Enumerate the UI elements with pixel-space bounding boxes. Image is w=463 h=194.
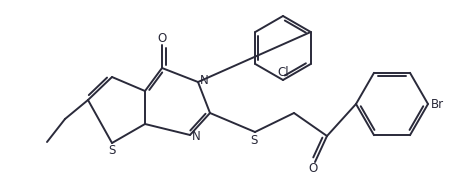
Text: S: S (250, 133, 258, 146)
Text: S: S (108, 145, 116, 158)
Text: O: O (308, 163, 318, 176)
Text: N: N (192, 131, 200, 144)
Text: N: N (200, 74, 208, 87)
Text: Cl: Cl (277, 67, 289, 80)
Text: O: O (157, 33, 167, 46)
Text: Br: Br (431, 98, 444, 111)
